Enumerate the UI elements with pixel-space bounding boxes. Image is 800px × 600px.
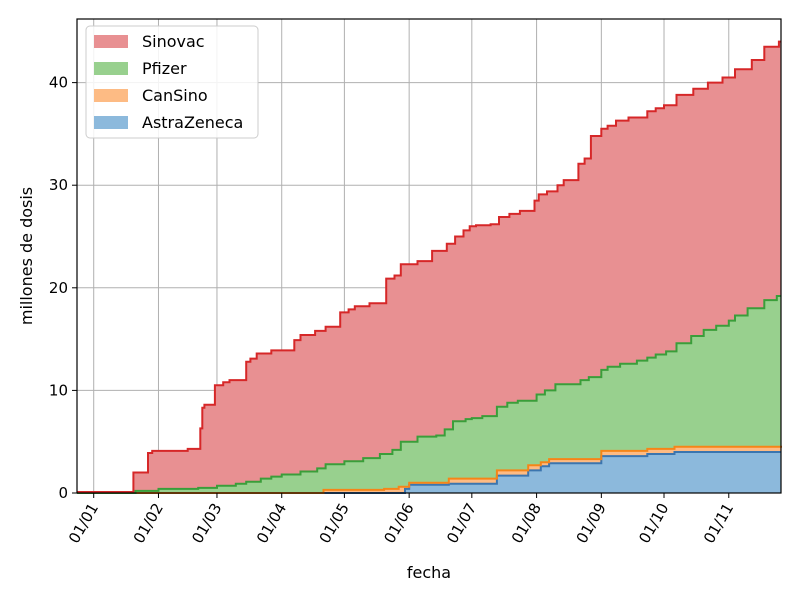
legend-swatch-astrazeneca xyxy=(94,116,128,129)
area-astrazeneca xyxy=(77,452,781,493)
y-tick-label: 30 xyxy=(49,176,68,194)
line-cansino xyxy=(77,445,782,494)
x-axis-label: fecha xyxy=(407,563,451,582)
legend-swatch-cansino xyxy=(94,89,128,102)
legend-box xyxy=(85,25,259,139)
legend-swatch-sinovac xyxy=(94,35,128,48)
y-tick-label: 40 xyxy=(49,74,68,92)
legend-swatch-pfizer xyxy=(94,62,128,75)
y-axis-ticks: 0 10 20 30 40 xyxy=(49,74,77,502)
area-sinovac xyxy=(77,41,781,493)
y-tick-label: 0 xyxy=(58,484,68,502)
area-pfizer xyxy=(77,296,781,493)
line-pfizer xyxy=(77,295,781,494)
series-lines xyxy=(77,40,782,494)
legend-label-sinovac: Sinovac xyxy=(142,32,205,51)
legend-label-cansino: CanSino xyxy=(142,86,208,105)
legend: Sinovac Pfizer CanSino AstraZeneca xyxy=(85,25,259,139)
y-tick-label: 10 xyxy=(49,381,68,399)
y-axis-label: millones de dosis xyxy=(17,187,36,325)
plot-frame xyxy=(76,18,782,494)
line-sinovac xyxy=(77,40,781,493)
y-tick-label: 20 xyxy=(49,279,68,297)
legend-label-astrazeneca: AstraZeneca xyxy=(142,113,243,132)
legend-label-pfizer: Pfizer xyxy=(142,59,187,78)
